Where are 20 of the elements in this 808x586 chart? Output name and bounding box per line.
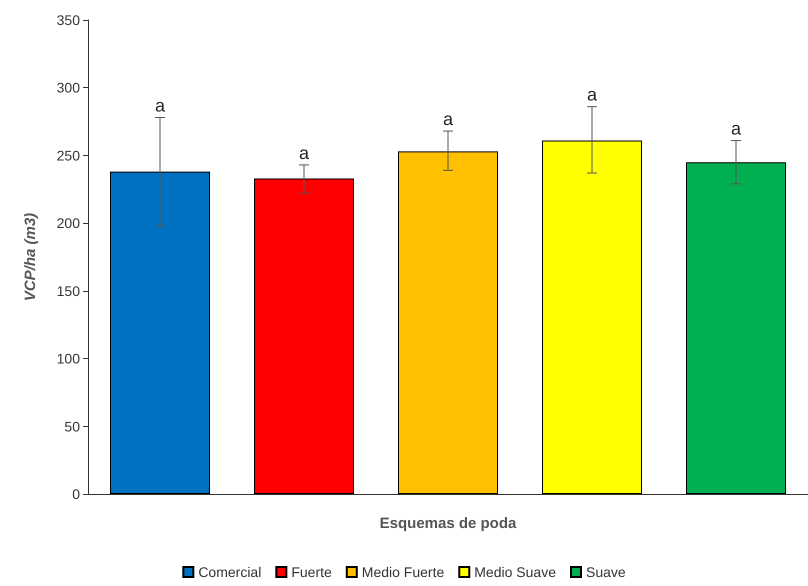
y-tick-label: 150 (56, 282, 80, 299)
legend-label: Comercial (198, 564, 262, 580)
annotation: a (586, 84, 598, 105)
y-tick-label: 300 (56, 80, 80, 96)
y-axis-title: VCP/ha (m3) (22, 212, 39, 302)
y-tick-label: 350 (56, 12, 80, 28)
annotation: a (154, 96, 166, 116)
legend-label: Medio Fuerte (362, 564, 444, 580)
x-axis-title: Esquemas de poda (380, 515, 518, 532)
y-tick-label: 200 (56, 215, 80, 232)
annotation: a (730, 118, 742, 139)
legend-label: Suave (586, 564, 626, 580)
y-tick-label: 100 (56, 350, 80, 367)
annotation: a (298, 142, 310, 163)
y-tick-label: 50 (64, 418, 80, 434)
y-tick-label: 250 (56, 147, 80, 164)
legend-label: Fuerte (291, 564, 332, 580)
legend-label: Medio Suave (474, 564, 556, 580)
y-tick-label: 0 (72, 486, 80, 502)
annotation: a (442, 109, 454, 130)
